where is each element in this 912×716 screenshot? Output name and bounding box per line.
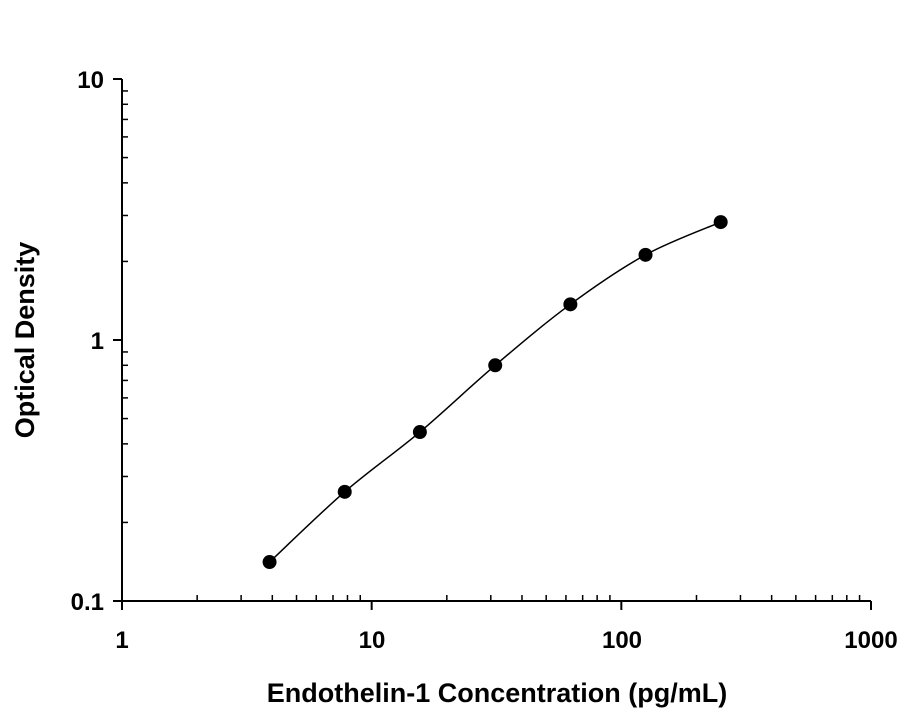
data-point (488, 358, 503, 373)
data-point (337, 484, 352, 499)
x-tick-label: 100 (602, 627, 642, 654)
y-tick-label: 10 (77, 67, 104, 94)
x-tick-label: 1 (115, 627, 128, 654)
y-tick-label: 0.1 (71, 589, 104, 616)
data-point (638, 247, 653, 262)
y-axis-title: Optical Density (10, 242, 40, 439)
data-point (563, 297, 578, 312)
x-axis-title: Endothelin-1 Concentration (pg/mL) (267, 678, 727, 708)
fit-curve (269, 221, 721, 563)
data-points (262, 215, 728, 570)
x-tick-label: 1000 (844, 627, 897, 654)
data-point (713, 215, 728, 230)
axes (113, 78, 872, 610)
data-point (412, 425, 427, 440)
x-tick-label: 10 (359, 627, 386, 654)
data-point (262, 555, 277, 570)
tick-labels: 1 10 100 1000 0.1 1 10 (71, 67, 898, 654)
y-tick-label: 1 (91, 328, 104, 355)
